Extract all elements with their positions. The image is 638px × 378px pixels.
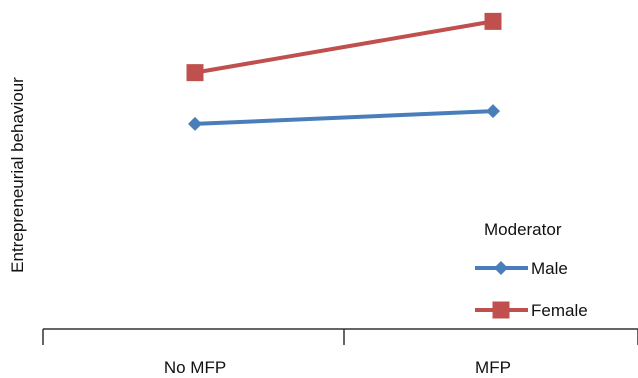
x-axis: No MFP MFP xyxy=(42,328,638,377)
series-female xyxy=(186,12,502,82)
legend-item-female: Female xyxy=(475,301,588,320)
legend-marker xyxy=(492,301,510,319)
series-line xyxy=(194,19,494,75)
data-point xyxy=(186,64,204,82)
legend-label: Male xyxy=(531,259,568,278)
data-point xyxy=(484,12,502,30)
legend-title: Moderator xyxy=(484,220,562,239)
x-tick-label: MFP xyxy=(475,358,511,377)
series-layer xyxy=(186,12,502,131)
legend-item-male: Male xyxy=(475,259,568,278)
series-line xyxy=(194,109,494,126)
y-axis-label: Entrepreneurial behaviour xyxy=(8,77,27,273)
data-point xyxy=(486,104,500,119)
series-male xyxy=(188,104,500,131)
legend: Moderator Male Female xyxy=(475,220,588,320)
x-tick-label: No MFP xyxy=(164,358,226,377)
data-point xyxy=(188,116,202,131)
legend-marker xyxy=(494,261,508,275)
legend-label: Female xyxy=(531,301,588,320)
